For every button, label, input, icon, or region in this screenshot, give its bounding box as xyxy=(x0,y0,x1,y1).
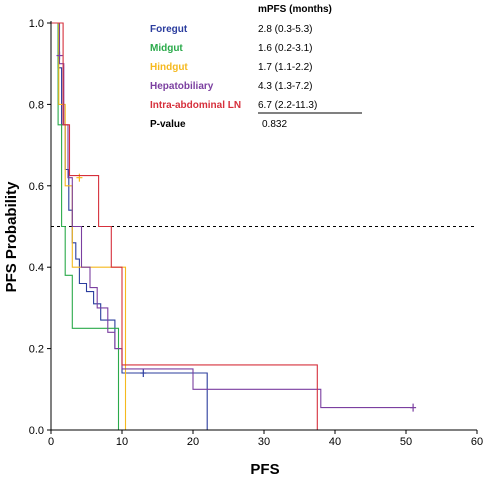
legend-series-name-3: Hindgut xyxy=(150,62,188,73)
legend-series-name-2: Midgut xyxy=(150,43,183,54)
x-tick-label-4: 40 xyxy=(329,436,341,448)
x-tick-label-2: 20 xyxy=(187,436,199,448)
x-tick-label-1: 10 xyxy=(116,436,128,448)
axes: 0 10 20 30 40 50 60 0.0 0.2 0.4 0.6 0.8 1.0 xyxy=(29,18,483,448)
y-tick-label-5: 1.0 xyxy=(29,18,44,30)
series-line-5 xyxy=(51,22,318,430)
plot-area xyxy=(51,22,477,430)
x-tick-label-0: 0 xyxy=(48,436,54,448)
x-tick-label-5: 50 xyxy=(400,436,412,448)
x-axis-title: PFS xyxy=(250,461,279,478)
legend-series-mpfs-5: 6.7 (2.2-11.3) xyxy=(258,100,317,111)
legend-series-mpfs-4: 4.3 (1.3-7.2) xyxy=(258,81,312,92)
legend-header: mPFS (months) xyxy=(258,4,332,15)
p-value: 0.832 xyxy=(262,119,287,130)
legend-series-mpfs-3: 1.7 (1.1-2.2) xyxy=(258,62,312,73)
series-line-4 xyxy=(51,22,414,409)
legend-series-mpfs-1: 2.8 (0.3-5.3) xyxy=(258,24,312,35)
y-tick-label-3: 0.6 xyxy=(29,181,44,193)
series-line-2 xyxy=(51,22,120,430)
y-tick-label-2: 0.4 xyxy=(29,262,44,274)
legend-series-name-1: Foregut xyxy=(150,24,188,35)
p-value-label: P-value xyxy=(150,119,186,130)
legend-table: mPFS (months) Foregut 2.8 (0.3-5.3) Midgut… xyxy=(150,4,362,130)
y-tick-label-4: 0.8 xyxy=(29,99,44,111)
legend-series-mpfs-2: 1.6 (0.2-3.1) xyxy=(258,43,312,54)
x-tick-label-3: 30 xyxy=(258,436,270,448)
x-tick-label-6: 60 xyxy=(471,436,483,448)
legend-series-name-5: Intra-abdominal LN xyxy=(150,100,241,111)
y-tick-label-1: 0.2 xyxy=(29,344,44,356)
y-axis-title: PFS Probability xyxy=(3,181,20,293)
y-tick-label-0: 0.0 xyxy=(29,425,44,437)
legend-series-name-4: Hepatobiliary xyxy=(150,81,214,92)
